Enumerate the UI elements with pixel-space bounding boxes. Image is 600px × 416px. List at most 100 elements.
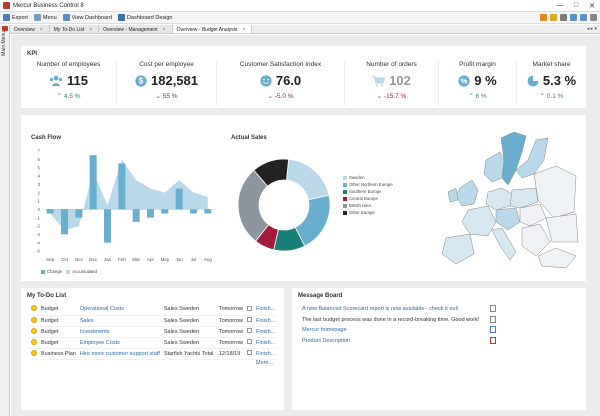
pie-chart-icon <box>527 75 539 86</box>
document-tabs: Overview × My To-Do List × Overview - Mana… <box>10 25 600 34</box>
todo-category: Budget <box>39 337 78 349</box>
message-link[interactable]: A new Balanced Scorecard report is now a… <box>302 306 459 312</box>
tab-overview-management[interactable]: Overview - Management × <box>99 25 173 33</box>
todo-owner: Sales Sweden <box>161 315 217 327</box>
todo-finish-link[interactable]: Finish... <box>254 326 278 338</box>
table-row[interactable]: Budget Investments Sales Sweden Tomorrow Fin… <box>29 326 278 338</box>
tab-label: My To-Do List <box>53 26 85 33</box>
main-menu-strip[interactable]: Main Menu <box>0 25 10 416</box>
todo-finish-link[interactable]: Finish... <box>254 304 278 316</box>
cashflow-title: Cash Flow <box>31 135 62 141</box>
message-link[interactable]: Product Description <box>302 337 350 344</box>
settings-icon[interactable] <box>590 14 597 21</box>
kpi-value: 182,581 <box>151 73 198 88</box>
close-icon[interactable]: × <box>89 26 93 33</box>
document-icon[interactable] <box>490 326 496 333</box>
todo-task-link[interactable]: Hire more customer support staff <box>77 348 162 360</box>
change-bar[interactable] <box>204 209 212 214</box>
change-bar[interactable] <box>161 209 169 214</box>
change-bar[interactable] <box>75 209 83 218</box>
todo-finish-link[interactable]: Finish... <box>254 315 278 327</box>
dashboard-design-button[interactable]: Dashboard Design <box>117 14 173 21</box>
arrow-down-icon: ⌄ <box>155 93 163 100</box>
kpi-employees[interactable]: Number of employees 115 ⌃ 4.5 % <box>21 60 117 106</box>
close-icon[interactable]: × <box>162 26 166 33</box>
y-tick-label: 3 <box>37 182 40 187</box>
kpi-profit-margin[interactable]: Profit margin % 9 % ⌃ 6 % <box>439 60 517 106</box>
x-tick-label: Oct <box>61 257 69 262</box>
notifications-icon[interactable] <box>540 14 547 21</box>
todo-due: Tomorrow <box>216 337 246 349</box>
view-dashboard-label: View Dashboard <box>71 14 112 21</box>
legend-item: British Isles <box>343 202 393 209</box>
view-dashboard-button[interactable]: View Dashboard <box>62 14 112 21</box>
kpi-customer-satisfaction[interactable]: Customer Satisfaction Index 76.0 ⌄ -5.0 … <box>217 60 345 106</box>
main-toolbar: Export Menu View Dashboard Dashboard Des… <box>0 12 600 24</box>
minimize-button[interactable]: — <box>556 1 564 9</box>
tab-overview-budget-analysis[interactable]: Overview - Budget Analysis × <box>172 25 253 33</box>
user-icon[interactable] <box>570 14 577 21</box>
legend-swatch <box>343 196 347 201</box>
table-row[interactable]: Budget Employee Costs Sales Sweden Tomorrow… <box>29 337 278 349</box>
tab-overview[interactable]: Overview × <box>10 25 50 33</box>
menu-menu[interactable]: Menu <box>33 14 57 21</box>
help-icon[interactable] <box>580 14 587 21</box>
donut-slice[interactable] <box>286 158 330 201</box>
kpi-value: 115 <box>67 73 88 88</box>
message-link[interactable]: Mercur homepage <box>302 327 347 333</box>
kpi-change: 55 % <box>162 93 178 100</box>
tab-label: Overview <box>14 26 35 33</box>
document-icon[interactable] <box>490 315 496 323</box>
favorites-icon[interactable] <box>550 14 557 21</box>
kpi-number-of-orders[interactable]: Number of orders 102 ⌄ -15.7 % <box>345 60 439 106</box>
change-bar[interactable] <box>190 209 197 214</box>
calendar-icon <box>245 326 255 338</box>
change-bar[interactable] <box>147 209 154 218</box>
calendar-icon <box>245 348 255 360</box>
legend-label: Sweden <box>349 175 365 180</box>
more-link[interactable]: More... <box>256 360 274 366</box>
kpi-label: Cost per employee <box>139 61 194 68</box>
legend-swatch <box>343 210 347 215</box>
todo-task-link[interactable]: Employee Costs <box>77 337 162 349</box>
table-row[interactable]: Budget Operational Costs Sales Sweden Tomor… <box>29 304 278 316</box>
kpi-cost-per-employee[interactable]: Cost per employee $ 182,581 ⌄ 55 % <box>117 60 217 106</box>
change-bar[interactable] <box>132 209 140 222</box>
change-bar[interactable] <box>104 209 111 243</box>
todo-task-link[interactable]: Sales <box>77 315 162 327</box>
legend-label: Other Europe <box>349 210 375 215</box>
europe-map[interactable] <box>416 130 581 280</box>
change-bar[interactable] <box>118 163 126 210</box>
arrow-down-icon: ⌄ <box>376 93 384 100</box>
svg-text:%: % <box>461 76 468 85</box>
export-menu[interactable]: Export <box>3 14 28 21</box>
table-row[interactable]: Budget Sales Sales Sweden Tomorrow Finish... <box>29 315 278 327</box>
maximize-button[interactable]: □ <box>573 1 579 9</box>
change-bar[interactable] <box>89 155 97 210</box>
todo-task-link[interactable]: Investments <box>77 326 162 338</box>
change-bar[interactable] <box>61 209 68 235</box>
tab-scroll-arrows[interactable]: ◂ ▸ ▾ <box>586 26 597 32</box>
legend-label: Central Europe <box>349 196 378 201</box>
todo-task-link[interactable]: Operational Costs <box>77 304 162 316</box>
close-icon[interactable]: × <box>242 26 246 33</box>
arrow-down-icon: ⌄ <box>267 93 275 100</box>
tab-my-todo-list[interactable]: My To-Do List × <box>49 25 100 33</box>
cashflow-chart[interactable]: 7 6 5 4 3 2 1 0 -1 -2 -3 -4 -5 Sep Oct Nov Dec Jan Feb Mar A… <box>29 147 221 267</box>
document-icon[interactable] <box>490 305 496 312</box>
change-bar[interactable] <box>175 188 183 210</box>
todo-finish-link[interactable]: Finish... <box>254 348 278 360</box>
people-icon <box>49 75 63 86</box>
kpi-market-share[interactable]: Market share 5.3 % ⌃ 0.1 % <box>517 60 586 106</box>
table-row[interactable]: Business Plan Hire more customer support … <box>29 348 278 360</box>
todo-owner: Sales Sweden <box>161 304 217 316</box>
close-icon[interactable]: × <box>39 26 43 33</box>
actual-sales-donut[interactable] <box>229 147 339 267</box>
close-button[interactable]: ✕ <box>589 2 595 10</box>
donut-slice[interactable] <box>253 158 290 187</box>
todo-finish-link[interactable]: Finish... <box>254 337 278 349</box>
search-icon[interactable] <box>560 14 567 21</box>
todo-title: My To-Do List <box>27 293 67 299</box>
change-bar[interactable] <box>46 209 54 214</box>
document-icon[interactable] <box>490 336 496 344</box>
